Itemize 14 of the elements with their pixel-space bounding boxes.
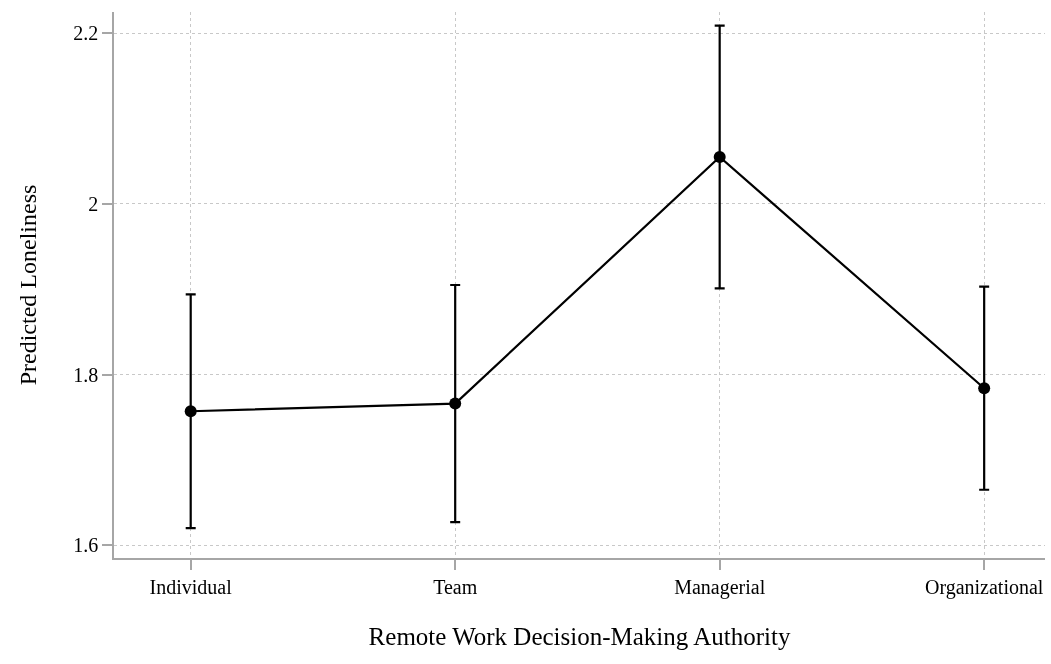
point [449,397,462,410]
x-tick-label: Team [433,575,478,598]
x-tick-label: Organizational [924,575,1044,599]
x-tick-label: Managerial [674,575,766,599]
y-tick-label: 2.2 [73,22,99,45]
point [184,405,197,418]
y-tick-label: 2 [88,192,99,215]
y-tick-label: 1.6 [73,534,99,557]
y-axis-title: Predicted Loneliness [14,184,41,386]
y-tick-label: 1.8 [73,363,99,386]
point [713,151,726,164]
point [978,382,991,395]
x-tick-label: Individual [149,575,233,598]
x-axis-title: Remote Work Decision-Making Authority [368,623,791,651]
